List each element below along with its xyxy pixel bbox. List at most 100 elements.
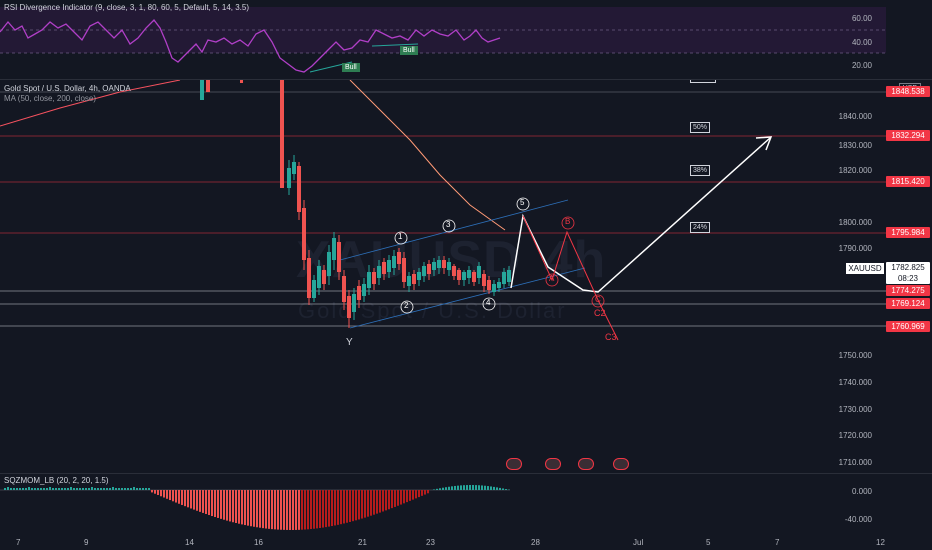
date-label-16: 16 (254, 538, 263, 547)
economic-event-icon-2[interactable] (545, 458, 561, 470)
wave-circle-3 (442, 219, 456, 233)
sqzmom-bar (466, 485, 468, 490)
fib-level-50: 50% (690, 122, 711, 133)
rsi-title: RSI Divergence Indicator (9, close, 3, 1… (4, 3, 250, 12)
pane-separator-top[interactable] (0, 79, 932, 80)
sqzmom-bar (484, 485, 486, 490)
sqzmom-bar (352, 490, 354, 522)
sqzmom-bar (19, 488, 21, 490)
sqzmom-bar (211, 490, 213, 517)
sqzmom-bar (31, 488, 33, 490)
sqzmom-bar (427, 490, 429, 494)
sqzmom-bar (298, 490, 300, 530)
sqzmom-bar (268, 490, 270, 529)
sqzmom-bar (280, 490, 282, 530)
sqzmom-bar (496, 487, 498, 490)
sqzmom-bar (331, 490, 333, 527)
sqzmom-pane[interactable]: SQZMOM_LB (20, 2, 20, 1.5) 0.000 -40.000 (0, 474, 886, 536)
sqzmom-bar (220, 490, 222, 519)
date-label-21: 21 (358, 538, 367, 547)
sqzmom-bar (457, 485, 459, 490)
economic-event-icon-1[interactable] (506, 458, 522, 470)
sqzmom-bar (49, 487, 51, 490)
economic-event-icon-3[interactable] (578, 458, 594, 470)
sqzmom-bar (100, 488, 102, 490)
sqzmom-bar (313, 490, 315, 529)
sqzmom-bar (28, 487, 30, 490)
economic-event-icon-4[interactable] (613, 458, 629, 470)
date-label-7b: 7 (775, 538, 780, 547)
sqzmom-title[interactable]: SQZMOM_LB (20, 2, 20, 1.5) (4, 476, 109, 485)
wave-label-2: 2 (404, 301, 409, 310)
sqzmom-bar (397, 490, 399, 506)
sqzmom-bar (163, 490, 165, 498)
sqzmom-bar (259, 490, 261, 528)
ma-legend[interactable]: MA (50, close, 200, close) (4, 94, 97, 103)
date-label-12: 12 (876, 538, 885, 547)
sqzmom-bar (304, 490, 306, 530)
bull-badge-2: Bull (400, 46, 418, 55)
sqzmom-bar (274, 490, 276, 530)
sqzmom-bar (253, 490, 255, 527)
sqzmom-bar (343, 490, 345, 524)
sqzmom-bar (367, 490, 369, 517)
wave-circle-c (591, 294, 605, 308)
sqzmom-bar (307, 490, 309, 530)
sqzmom-bar (487, 486, 489, 490)
sqzmom-bar (196, 490, 198, 511)
symbol-legend[interactable]: Gold Spot / U.S. Dollar, 4h, OANDA (4, 84, 131, 93)
sqzmom-bar (451, 486, 453, 490)
sqzmom-bar (277, 490, 279, 530)
sqzmom-bar (154, 490, 156, 494)
price-axis-1790: 1790.000 (838, 244, 872, 253)
sqzmom-bar (265, 490, 267, 529)
sqzmom-bar (370, 490, 372, 516)
price-tag-1774: 1774.275 (886, 285, 930, 296)
sqzmom-bar (271, 490, 273, 530)
sqzmom-bar (499, 487, 501, 490)
sqzmom-bar (124, 488, 126, 490)
pane-separator-bottom[interactable] (0, 473, 932, 474)
wave-label-c3: C3 (605, 332, 617, 342)
wave-label-b: B (565, 217, 571, 226)
sqzmom-bar (166, 490, 168, 499)
sqzmom-bar (289, 490, 291, 530)
main-chart-pane[interactable]: XAUUSD 4h Gold Spot / U.S. Dollar (0, 80, 930, 473)
sqzmom-bar (418, 490, 420, 498)
sqzmom-bar (70, 487, 72, 490)
sqzmom-bar (469, 485, 471, 490)
sqzmom-bar (301, 490, 303, 530)
sqzmom-bar (337, 490, 339, 525)
wave-circle-b (561, 216, 575, 230)
sqzmom-bar (319, 490, 321, 529)
sqzmom-bar (25, 488, 27, 490)
sqzmom-bar (481, 485, 483, 490)
price-axis-1820: 1820.000 (838, 166, 872, 175)
sqzmom-bar (127, 488, 129, 490)
date-label-jul: Jul (633, 538, 644, 547)
sqzmom-bar (133, 487, 135, 490)
sqzmom-bar (76, 488, 78, 490)
sqzmom-bar (52, 488, 54, 490)
price-tag-1769: 1769.124 (886, 298, 930, 309)
sqzmom-bar (64, 488, 66, 490)
rsi-divergence-line-2 (371, 43, 419, 47)
fib-level-38: 38% (690, 165, 711, 176)
sqzmom-bar (439, 488, 441, 490)
price-axis-1720: 1720.000 (838, 431, 872, 440)
ma-200-line (0, 80, 181, 127)
wave-label-5: 5 (520, 198, 525, 207)
sqzmom-bar (43, 488, 45, 490)
sqzmom-bar (382, 490, 384, 512)
wave-arrow-head (755, 136, 773, 151)
rsi-line (0, 19, 501, 73)
sqzmom-bar (58, 488, 60, 490)
sqzmom-bar (148, 488, 150, 490)
sqzmom-bar (157, 490, 159, 495)
sqzmom-bar (247, 490, 249, 526)
sqzmom-bar (403, 490, 405, 504)
date-axis[interactable]: 7 9 14 16 21 23 28 Jul 5 7 12 (0, 536, 932, 550)
rsi-pane[interactable]: RSI Divergence Indicator (9, close, 3, 1… (0, 0, 886, 78)
sqzmom-bar (175, 490, 177, 503)
sqzmom-bar (391, 490, 393, 509)
